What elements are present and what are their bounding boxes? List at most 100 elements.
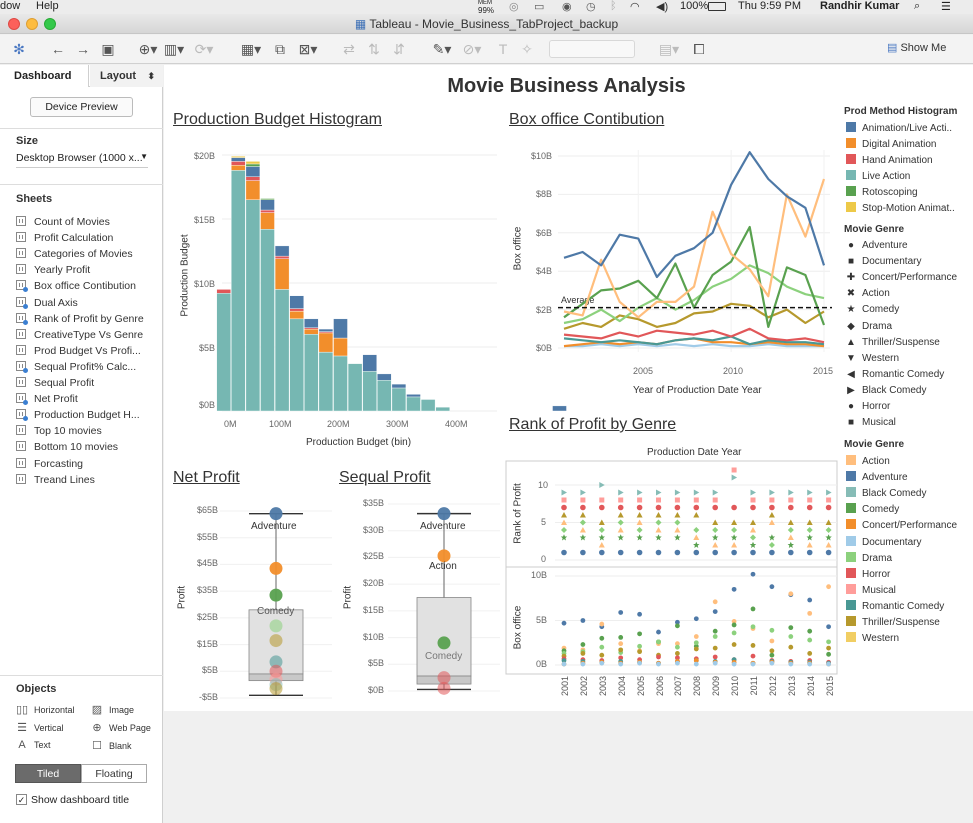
object-text[interactable]: A Text [16, 739, 50, 751]
time-machine-icon[interactable]: ◷ [586, 1, 596, 13]
clock[interactable]: Thu 9:59 PM [738, 0, 801, 12]
sheet-item[interactable]: Profit Calculation [16, 232, 113, 246]
sheet-item[interactable]: Sequal Profit% Calc... [16, 360, 136, 375]
notification-icon[interactable]: ☰ [941, 1, 951, 13]
forward-icon[interactable]: → [76, 41, 90, 57]
legend-color-item[interactable]: Black Comedy [846, 487, 926, 499]
legend-color-item[interactable]: Concert/Performance [846, 519, 957, 531]
legend-color-item[interactable]: Musical [846, 583, 896, 596]
object-image[interactable]: ▨ Image [91, 703, 134, 716]
duplicate-icon[interactable]: ⧉ [275, 41, 285, 57]
legend-shape-item[interactable]: ▶ Black Comedy [846, 385, 926, 396]
sort-desc-icon[interactable]: ⇵ [393, 41, 405, 57]
clear-sheet-icon[interactable]: ⊠▾ [298, 41, 318, 57]
legend-color-item[interactable]: Documentary [846, 535, 921, 548]
minimize-window-button[interactable] [26, 18, 38, 30]
airplay-icon[interactable]: ▭ [534, 1, 545, 13]
refresh-icon[interactable]: ⟳▾ [194, 41, 214, 57]
sheet-item[interactable]: Yearly Profit [16, 264, 90, 278]
legend-color-item[interactable]: Western [846, 632, 899, 644]
fit-dropdown[interactable] [549, 40, 635, 58]
sheet-item[interactable]: Prod Budget Vs Profi... [16, 344, 141, 359]
legend-prod-item[interactable]: Live Action [846, 170, 910, 182]
legend-shape-item[interactable]: ■ Musical [846, 417, 896, 428]
floating-toggle[interactable]: Floating [81, 764, 147, 783]
legend-shape-item[interactable]: ◀ Romantic Comedy [846, 369, 944, 380]
size-dropdown[interactable]: Desktop Browser (1000 x... ▼ [16, 152, 148, 168]
highlight-icon[interactable]: ✎▾ [432, 41, 452, 57]
legend-shape-item[interactable]: ★ Comedy [846, 304, 900, 315]
new-worksheet-icon[interactable]: ▦▾ [240, 41, 262, 57]
sheet-item[interactable]: Treand Lines [16, 473, 95, 488]
pause-updates-icon[interactable]: ▥▾ [163, 41, 185, 57]
legend-shape-item[interactable]: ▲ Thriller/Suspense [846, 337, 940, 348]
user-name[interactable]: Randhir Kumar [820, 0, 900, 12]
sheet-item[interactable]: Count of Movies [16, 216, 110, 230]
back-icon[interactable]: ← [51, 41, 65, 57]
sheet-item[interactable]: Bottom 10 movies [16, 441, 118, 455]
device-preview-button[interactable]: Device Preview [30, 97, 133, 117]
tab-dashboard[interactable]: Dashboard [0, 65, 89, 87]
object-horizontal[interactable]: ▯▯ Horizontal [16, 703, 75, 716]
swap-icon[interactable]: ⇄ [343, 41, 355, 57]
group-icon[interactable]: ⊘▾ [462, 41, 482, 57]
pin-icon[interactable]: ✧ [521, 41, 533, 57]
sheet-item[interactable]: Box office Contibution [16, 280, 136, 294]
sheet-item[interactable]: Dual Axis [16, 296, 78, 311]
legend-shape-item[interactable]: ◆ Drama [846, 321, 892, 332]
object-blank[interactable]: ☐ Blank [91, 739, 131, 752]
legend-color-item[interactable]: Romantic Comedy [846, 599, 944, 612]
new-datasource-icon[interactable]: ⊕▾ [138, 41, 158, 57]
save-icon[interactable]: ▣ [101, 41, 115, 57]
legend-shape-item[interactable]: ● Adventure [846, 240, 908, 251]
label-icon[interactable]: T [498, 41, 508, 57]
netprofit-title[interactable]: Net Profit [173, 469, 240, 486]
legend-prod-item[interactable]: Rotoscoping [846, 186, 918, 198]
menu-help[interactable]: Help [36, 0, 59, 12]
zoom-window-button[interactable] [44, 18, 56, 30]
presentation-icon[interactable]: ⧠ [693, 41, 705, 57]
battery-icon[interactable] [708, 2, 726, 11]
sync-icon[interactable]: ◎ [509, 1, 519, 13]
rank-title[interactable]: Rank of Profit by Genre [509, 416, 677, 433]
close-window-button[interactable] [8, 18, 20, 30]
tableau-logo-icon[interactable]: ✻ [13, 41, 25, 57]
tab-layout[interactable]: Layout ⬍ [90, 65, 163, 87]
spotlight-icon[interactable]: ⌕ [914, 0, 921, 12]
legend-prod-item[interactable]: Hand Animation [846, 154, 933, 166]
legend-shape-item[interactable]: ✖ Action [846, 288, 890, 299]
legend-prod-item[interactable]: Stop-Motion Animat.. [846, 202, 955, 214]
sheet-item[interactable]: Rank of Profit by Genre [16, 312, 144, 327]
bluetooth-icon[interactable]: ᛒ [610, 0, 617, 12]
boxoffice-title[interactable]: Box office Contibution [509, 111, 665, 128]
legend-shape-item[interactable]: ■ Documentary [846, 256, 922, 267]
legend-color-item[interactable]: Thriller/Suspense [846, 616, 940, 628]
legend-color-item[interactable]: Horror [846, 567, 890, 580]
histogram-title[interactable]: Production Budget Histogram [173, 111, 382, 128]
volume-icon[interactable]: ◀) [656, 1, 669, 13]
legend-shape-item[interactable]: ▼ Western [846, 353, 899, 364]
legend-shape-item[interactable]: ● Horror [846, 401, 890, 412]
legend-shape-item[interactable]: ✚ Concert/Performance [846, 272, 957, 283]
sheet-item[interactable]: Net Profit [16, 393, 78, 407]
sheet-item[interactable]: Forcasting [16, 457, 83, 472]
legend-color-item[interactable]: Action [846, 455, 890, 467]
object-web-page[interactable]: ⊕ Web Page [91, 721, 150, 734]
sheet-item[interactable]: Categories of Movies [16, 248, 133, 262]
legend-color-item[interactable]: Drama [846, 551, 892, 564]
sheet-item[interactable]: Top 10 movies [16, 425, 102, 439]
legend-color-item[interactable]: Comedy [846, 503, 899, 515]
object-vertical[interactable]: ☰ Vertical [16, 721, 63, 734]
wifi-icon[interactable]: ◠ [630, 1, 640, 13]
show-title-checkbox[interactable]: ✓ Show dashboard title [16, 794, 129, 806]
user-switch-icon[interactable]: ◉ [562, 1, 572, 13]
legend-prod-item[interactable]: Digital Animation [846, 138, 936, 150]
sequal-title[interactable]: Sequal Profit [339, 469, 431, 486]
sheet-item[interactable]: Production Budget H... [16, 409, 140, 423]
show-cards-icon[interactable]: ▤▾ [658, 41, 680, 57]
tiled-toggle[interactable]: Tiled [15, 764, 81, 783]
